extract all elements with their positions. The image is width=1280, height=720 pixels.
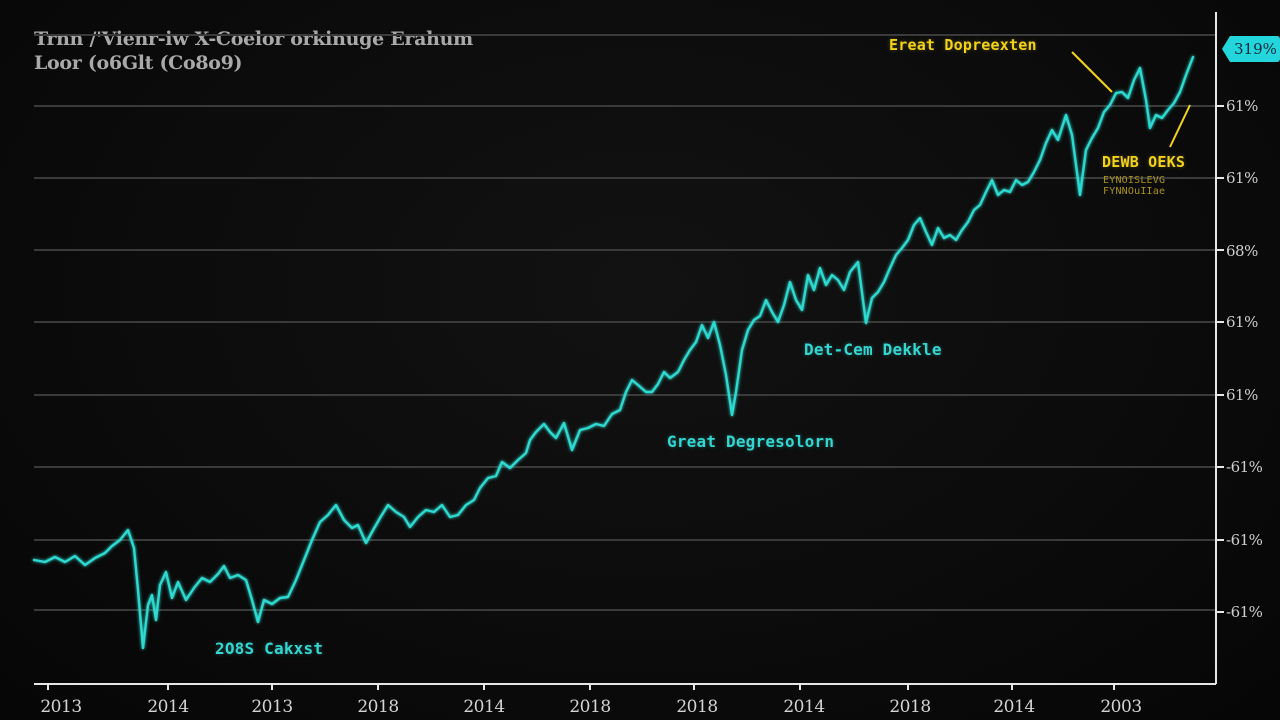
x-tick-label: 2014 xyxy=(463,697,505,717)
x-tick-label: 2013 xyxy=(40,697,82,717)
chart-title-line1: Trnn /'Vienr-iw X-Coelor orkinuge Erahum xyxy=(34,28,473,50)
gridlines xyxy=(34,34,1216,611)
x-tick-label: 2018 xyxy=(676,697,718,717)
y-tick-label: -61% xyxy=(1226,531,1263,549)
annotation-dot-com: Det-Cem Dekkle xyxy=(804,340,942,359)
leader-line-great-depression xyxy=(1071,51,1113,93)
annotation-2008-crash: 2O8S Cakxst xyxy=(215,639,324,658)
annotation-dewb-oaks-sub1: EYNOISLEVG xyxy=(1103,175,1166,186)
x-tick-label: 2018 xyxy=(357,697,399,717)
y-tick-label: 68% xyxy=(1226,242,1258,260)
x-tick-label: 2013 xyxy=(251,697,293,717)
annotation-great-depression-top: Ereat Dopreexten xyxy=(889,36,1037,54)
y-tick-label: 61% xyxy=(1226,386,1258,404)
y-tick-label: 61% xyxy=(1226,313,1258,331)
y-tick-label: 61% xyxy=(1226,169,1258,187)
series-line xyxy=(32,55,1195,650)
leader-line-dewb-oaks xyxy=(1169,104,1191,148)
x-tick-label: 2018 xyxy=(889,697,931,717)
x-tick-label: 2014 xyxy=(147,697,189,717)
x-tick-label: 2003 xyxy=(1100,697,1142,717)
annotation-dewb-oaks-sub2: FYNNOuIIae xyxy=(1103,186,1166,197)
x-tick-label: 2014 xyxy=(993,697,1035,717)
chart-subtitle: Loor (o6Glt (Co8o9) xyxy=(34,52,243,74)
annotation-leaders xyxy=(1071,51,1191,148)
y-tick-label: 61% xyxy=(1226,97,1258,115)
y-tick-label: -61% xyxy=(1226,603,1263,621)
chart-title: Trnn /'Vienr-iw X-Coelor orkinuge Erahum… xyxy=(34,27,473,75)
x-tick-label: 2014 xyxy=(783,697,825,717)
axes xyxy=(34,12,1224,690)
current-value-badge: 319% xyxy=(1222,36,1280,62)
y-tick-label: -61% xyxy=(1226,458,1263,476)
annotation-great-depression-mid: Great Degresolorn xyxy=(667,432,835,451)
x-tick-label: 2018 xyxy=(569,697,611,717)
annotation-dewb-oaks: DEWB OEKS xyxy=(1102,153,1186,171)
